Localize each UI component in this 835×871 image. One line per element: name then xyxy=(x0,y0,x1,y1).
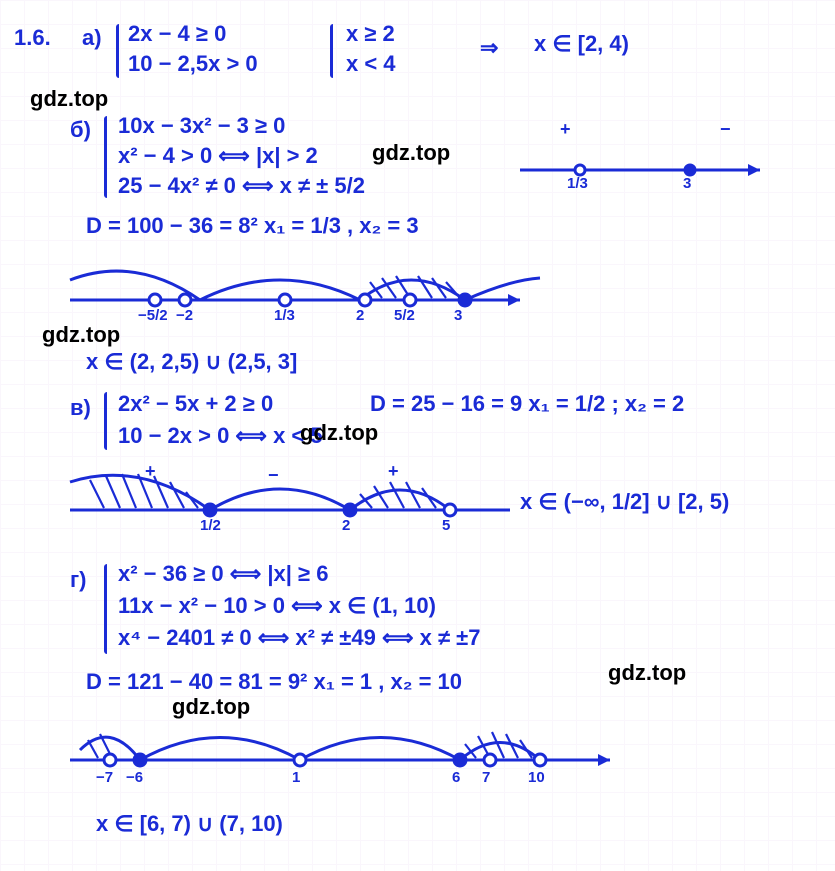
c-sign-minus: − xyxy=(268,466,279,486)
label-a: а) xyxy=(82,26,102,50)
b-answer: x ∈ (2, 2,5) ∪ (2,5, 3] xyxy=(86,350,297,374)
c-disc: D = 25 − 16 = 9 x₁ = 1/2 ; x₂ = 2 xyxy=(370,392,684,416)
d-l3: x⁴ − 2401 ≠ 0 ⟺ x² ≠ ±49 ⟺ x ≠ ±7 xyxy=(118,626,480,650)
d-axis xyxy=(70,710,630,790)
b-side-axis xyxy=(520,145,780,195)
c-l2: 10 − 2x > 0 ⟺ x < 5 xyxy=(118,424,323,448)
c-ax-5: 5 xyxy=(442,518,450,535)
label-c: в) xyxy=(70,396,91,420)
b-ax-3: 3 xyxy=(454,308,462,325)
b-ax-52: 5/2 xyxy=(394,308,415,325)
b-side-3: 3 xyxy=(683,176,691,193)
a-arrow: ⇒ xyxy=(480,36,498,60)
b-l3: 25 − 4x² ≠ 0 ⟺ x ≠ ± 5/2 xyxy=(118,174,365,198)
brace-a1 xyxy=(116,24,119,78)
b-ax-13: 1/3 xyxy=(274,308,295,325)
brace-a2 xyxy=(330,24,333,78)
b-ax-2: 2 xyxy=(356,308,364,325)
b-l1: 10x − 3x² − 3 ≥ 0 xyxy=(118,114,285,138)
a-sys1-l1: 2x − 4 ≥ 0 xyxy=(128,22,226,46)
watermark-4: gdz.top xyxy=(300,420,378,446)
c-ax-half: 1/2 xyxy=(200,518,221,535)
brace-d xyxy=(104,564,107,654)
b-disc: D = 100 − 36 = 8² x₁ = 1/3 , x₂ = 3 xyxy=(86,214,419,238)
d-disc: D = 121 − 40 = 81 = 9² x₁ = 1 , x₂ = 10 xyxy=(86,670,462,694)
d-answer: x ∈ [6, 7) ∪ (7, 10) xyxy=(96,812,283,836)
a-sys1-l2: 10 − 2,5x > 0 xyxy=(128,52,258,76)
label-b: б) xyxy=(70,118,91,142)
a-sys2-l1: x ≥ 2 xyxy=(346,22,395,46)
c-answer: x ∈ (−∞, 1/2] ∪ [2, 5) xyxy=(520,490,729,514)
b-side-minus: − xyxy=(720,120,731,140)
watermark-5: gdz.top xyxy=(608,660,686,686)
b-side-plus: + xyxy=(560,120,571,140)
problem-number: 1.6. xyxy=(14,26,51,50)
brace-c xyxy=(104,392,107,450)
b-ax-m52: −5/2 xyxy=(138,308,168,325)
a-sys2-l2: x < 4 xyxy=(346,52,396,76)
d-ax-10: 10 xyxy=(528,770,545,787)
watermark-2: gdz.top xyxy=(372,140,450,166)
watermark-3: gdz.top xyxy=(42,322,120,348)
watermark-1: gdz.top xyxy=(30,86,108,112)
d-ax-7: 7 xyxy=(482,770,490,787)
b-l2: x² − 4 > 0 ⟺ |x| > 2 xyxy=(118,144,318,168)
d-l2: 11x − x² − 10 > 0 ⟺ x ∈ (1, 10) xyxy=(118,594,436,618)
c-sign-plus1: + xyxy=(145,462,156,482)
b-side-13: 1/3 xyxy=(567,176,588,193)
d-ax-6: 6 xyxy=(452,770,460,787)
d-ax-1: 1 xyxy=(292,770,300,787)
label-d: г) xyxy=(70,568,87,592)
c-ax-2: 2 xyxy=(342,518,350,535)
d-l1: x² − 36 ≥ 0 ⟺ |x| ≥ 6 xyxy=(118,562,328,586)
a-answer: x ∈ [2, 4) xyxy=(534,32,629,56)
c-l1: 2x² − 5x + 2 ≥ 0 xyxy=(118,392,273,416)
c-sign-plus2: + xyxy=(388,462,399,482)
d-ax-m7: −7 xyxy=(96,770,113,787)
d-ax-m6: −6 xyxy=(126,770,143,787)
b-ax-m2: −2 xyxy=(176,308,193,325)
brace-b xyxy=(104,116,107,198)
c-axis xyxy=(70,460,530,540)
